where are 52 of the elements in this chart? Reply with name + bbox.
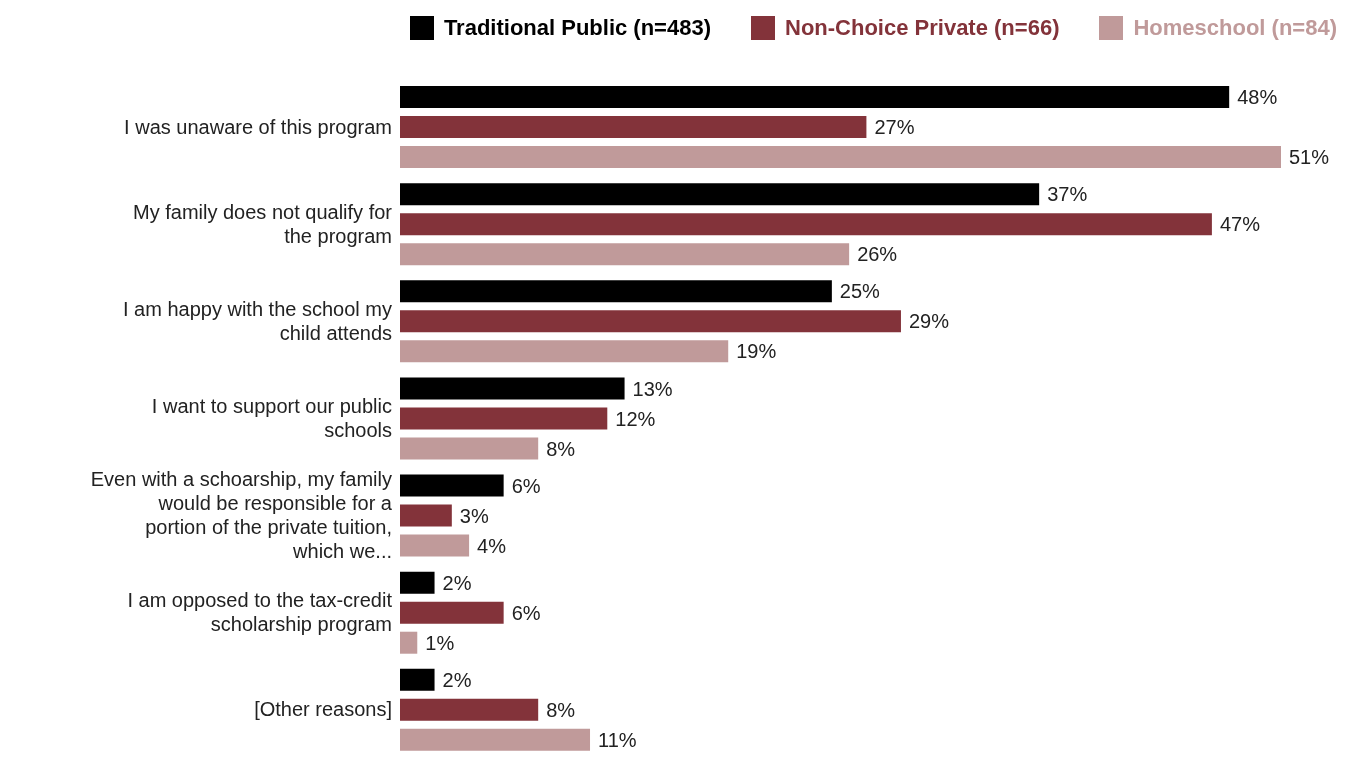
- bar: [400, 86, 1230, 108]
- data-label: 2%: [442, 571, 472, 594]
- data-label: 1%: [425, 631, 455, 654]
- bar: [400, 377, 625, 400]
- data-label: 13%: [632, 377, 673, 400]
- legend-label: Non-Choice Private (n=66): [785, 15, 1060, 41]
- data-label: 51%: [1289, 146, 1330, 169]
- data-label: 11%: [598, 728, 637, 751]
- y-tick-label: My family does not qualify for the program: [133, 200, 393, 247]
- bar: [400, 183, 1040, 206]
- bar: [400, 280, 832, 303]
- bar: [400, 146, 1281, 168]
- y-tick-label: Even with a schoarship, my family would be responsible for a portion of the private tuition, which we...: [90, 468, 393, 563]
- data-label: 4%: [477, 534, 507, 557]
- bar: [400, 310, 901, 333]
- data-label: 2%: [442, 668, 472, 691]
- bar: [400, 601, 504, 624]
- bar: [400, 243, 850, 266]
- data-label: 8%: [546, 698, 576, 721]
- bar: [400, 698, 539, 721]
- data-label: 26%: [857, 243, 898, 266]
- data-label: 27%: [874, 116, 915, 139]
- bar: [400, 474, 504, 497]
- data-label: 47%: [1219, 213, 1261, 236]
- data-label: 3%: [459, 504, 489, 527]
- bar: [400, 504, 452, 527]
- data-label: 6%: [511, 474, 541, 497]
- data-label: 8%: [546, 437, 576, 460]
- data-label: 25%: [839, 280, 881, 303]
- data-label: 19%: [736, 340, 777, 363]
- data-label: 29%: [908, 310, 950, 333]
- bar: [400, 631, 418, 654]
- y-tick-label: I was unaware of this program: [124, 115, 392, 138]
- data-label: 37%: [1047, 183, 1088, 206]
- bar: [400, 728, 591, 751]
- bar: [400, 668, 435, 691]
- y-tick-label: I am happy with the school my child attends: [122, 297, 392, 344]
- y-tick-label: I want to support our public schools: [151, 395, 392, 441]
- y-tick-label: I am opposed to the tax-credit scholarship program: [127, 589, 393, 636]
- bar: [400, 116, 867, 138]
- bar: [400, 571, 435, 594]
- bar: [400, 534, 470, 557]
- y-tick-label: [Other reasons]: [254, 698, 392, 721]
- bar: [400, 437, 539, 460]
- data-label: 48%: [1237, 86, 1278, 109]
- data-label: 12%: [615, 407, 656, 430]
- data-label: 6%: [511, 601, 541, 624]
- legend-label: Traditional Public (n=483): [443, 15, 711, 41]
- legend-label: Homeschool (n=84): [1133, 15, 1337, 41]
- bar: [400, 340, 729, 363]
- bar: [400, 407, 608, 430]
- bar: [400, 213, 1212, 236]
